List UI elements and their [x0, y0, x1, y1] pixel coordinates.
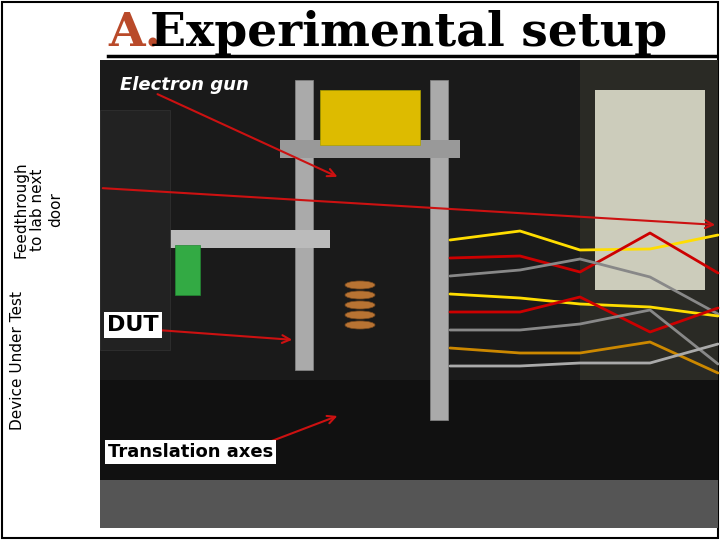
Text: DUT: DUT — [107, 315, 158, 335]
Bar — [100, 60, 718, 528]
Bar — [130, 230, 330, 248]
Bar — [320, 90, 420, 145]
Text: Electron gun: Electron gun — [120, 76, 249, 94]
Bar — [295, 80, 313, 370]
Text: Feedthrough
to lab next
door: Feedthrough to lab next door — [13, 161, 63, 258]
Ellipse shape — [345, 301, 375, 309]
Ellipse shape — [345, 281, 375, 289]
Bar — [100, 480, 718, 528]
Bar — [175, 245, 200, 295]
Text: Experimental setup: Experimental setup — [150, 10, 667, 56]
Ellipse shape — [345, 311, 375, 319]
Text: Device Under Test: Device Under Test — [11, 291, 25, 429]
Bar — [595, 90, 705, 290]
Bar — [430, 80, 448, 420]
Text: A.: A. — [108, 10, 161, 56]
Bar — [100, 380, 718, 480]
Bar — [280, 140, 460, 158]
Ellipse shape — [345, 321, 375, 329]
Text: Translation axes: Translation axes — [108, 443, 274, 461]
Bar — [100, 60, 718, 528]
Bar — [100, 110, 170, 350]
Ellipse shape — [345, 291, 375, 299]
Bar — [580, 60, 718, 528]
